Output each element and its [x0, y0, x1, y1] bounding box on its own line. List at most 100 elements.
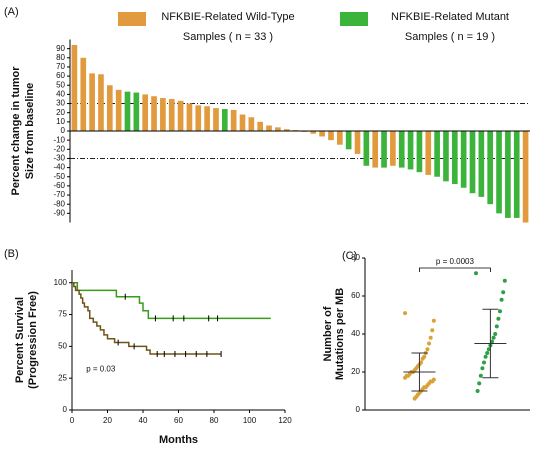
y-tick-label: -70 — [53, 190, 65, 199]
bar — [354, 131, 361, 154]
dot — [420, 356, 425, 361]
dot — [491, 335, 496, 340]
dot — [431, 318, 436, 323]
y-axis-label: (Progression Free) — [27, 291, 39, 389]
bar — [505, 131, 511, 218]
y-tick-label: 30 — [56, 99, 65, 108]
dot — [427, 341, 432, 346]
bar — [328, 131, 334, 141]
y-axis-label: Size from baseline — [24, 83, 36, 180]
dot — [501, 290, 506, 295]
y-tick-label: -60 — [53, 181, 65, 190]
y-tick-label: 40 — [351, 329, 360, 338]
legend-entry: NFKBIE-Related Mutant Samples ( n = 19 ) — [391, 11, 509, 43]
legend-entry: NFKBIE-Related Wild-Type Samples ( n = 3… — [161, 11, 295, 43]
bar — [151, 96, 157, 131]
annotation: p = 0.03 — [86, 364, 116, 373]
y-tick-label: 100 — [54, 278, 68, 287]
legend-label: NFKBIE-Related Wild-Type Samples ( n = 3… — [161, 11, 295, 43]
bar — [434, 131, 440, 177]
dot — [496, 316, 501, 321]
panel-label: (A) — [4, 6, 19, 18]
dot — [486, 347, 491, 352]
bar — [513, 131, 520, 218]
bar — [133, 92, 140, 131]
bar — [469, 131, 476, 194]
x-tick-label: 60 — [174, 416, 183, 425]
dot — [485, 351, 490, 355]
bar — [160, 98, 166, 131]
bar — [275, 127, 281, 131]
bar — [460, 131, 467, 188]
bar — [248, 117, 255, 131]
bar — [336, 131, 343, 145]
bar — [195, 105, 202, 131]
bar — [487, 131, 494, 205]
bar — [381, 131, 387, 168]
bar — [98, 74, 104, 131]
bar — [390, 131, 396, 166]
bar — [115, 89, 122, 131]
dot — [483, 354, 488, 359]
bar — [239, 114, 246, 131]
bar — [142, 94, 149, 131]
y-tick-label: 40 — [56, 90, 65, 99]
y-tick-label: 0 — [63, 405, 68, 414]
bar — [443, 131, 449, 182]
dot — [425, 347, 430, 352]
legend-label: NFKBIE-Related Mutant Samples ( n = 19 ) — [391, 11, 509, 43]
dot — [478, 373, 483, 378]
legend-swatch — [340, 12, 368, 26]
x-tick-label: 100 — [243, 416, 257, 425]
y-tick-label: -50 — [53, 172, 65, 181]
dot — [475, 389, 480, 393]
bar — [319, 131, 325, 137]
bar — [186, 103, 193, 131]
x-tick-label: 0 — [70, 416, 75, 425]
y-tick-label: 60 — [56, 71, 65, 80]
bar — [310, 131, 317, 134]
bar — [283, 129, 290, 131]
bar — [372, 131, 379, 168]
y-tick-label: -90 — [53, 208, 65, 217]
dot — [493, 332, 498, 336]
significance-bracket — [419, 267, 491, 272]
legend-swatch — [118, 12, 146, 26]
dot — [498, 309, 502, 314]
y-tick-label: 50 — [56, 80, 65, 89]
bar — [266, 125, 272, 131]
y-tick-label: 50 — [58, 341, 67, 350]
bar — [221, 109, 228, 131]
bar — [168, 98, 175, 131]
bar — [204, 106, 210, 131]
y-tick-label: -20 — [53, 144, 65, 153]
y-tick-label: 90 — [56, 44, 65, 53]
bar — [89, 73, 95, 131]
bar — [425, 131, 432, 175]
x-tick-label: 80 — [210, 416, 219, 425]
dot — [412, 396, 417, 401]
y-axis-label: Percent change in tumor — [10, 66, 22, 196]
survival-curve — [72, 281, 271, 320]
dot — [474, 271, 478, 276]
bar — [106, 85, 113, 131]
bar — [451, 131, 458, 185]
survival-curve — [72, 281, 222, 355]
bar — [80, 57, 87, 131]
dot — [502, 278, 507, 283]
x-tick-label: 20 — [103, 416, 112, 425]
dot — [428, 335, 433, 340]
bar — [407, 131, 414, 170]
panel-label: (C) — [342, 250, 357, 262]
bar — [398, 131, 405, 168]
y-tick-label: -10 — [53, 135, 65, 144]
x-tick-label: 40 — [139, 416, 148, 425]
y-tick-label: 20 — [56, 108, 65, 117]
y-axis-label: Percent Survival — [14, 297, 26, 383]
bar — [496, 131, 502, 214]
panel-label: (B) — [4, 248, 19, 260]
y-tick-label: 0 — [356, 405, 361, 414]
annotation: p = 0.0003 — [436, 257, 475, 266]
bar — [416, 131, 423, 173]
